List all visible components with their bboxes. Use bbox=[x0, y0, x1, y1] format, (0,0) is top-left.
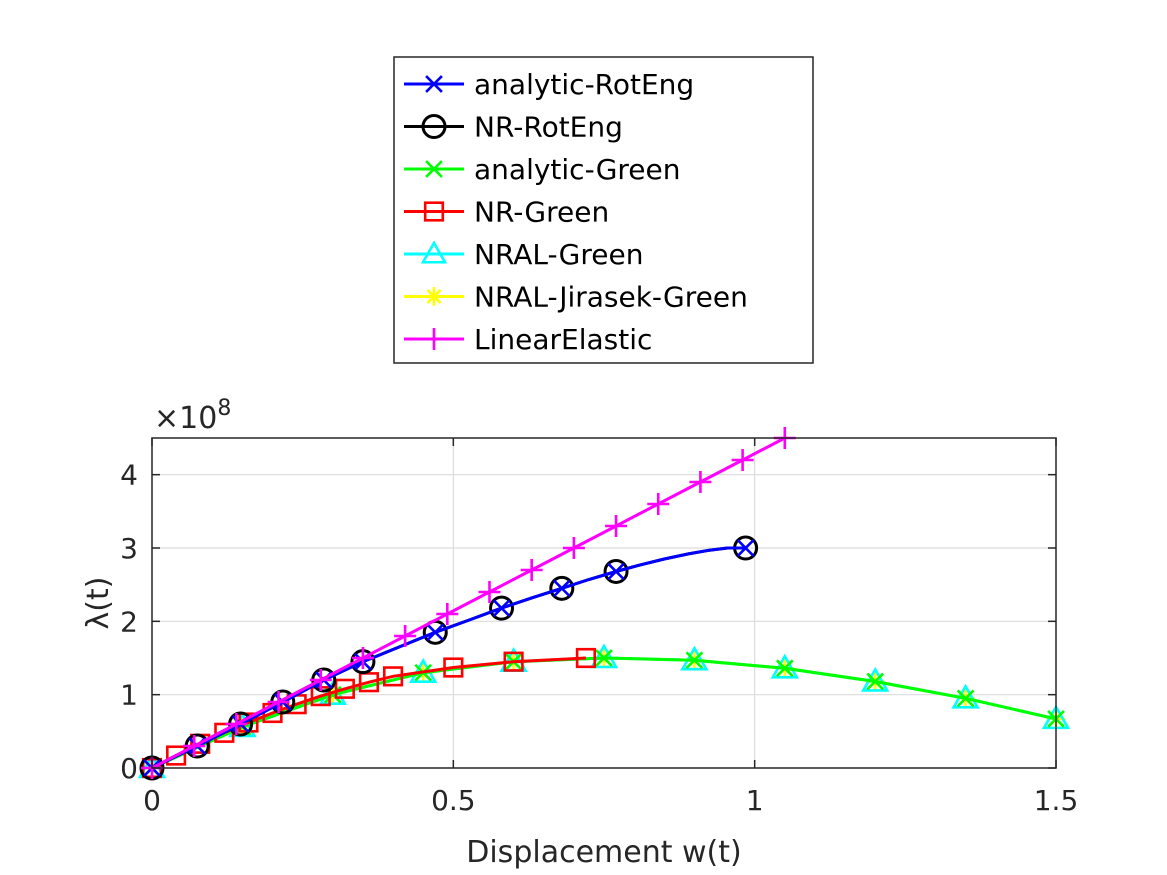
y-exponent: ×108 bbox=[154, 396, 231, 436]
y-exponent-power: 8 bbox=[217, 396, 231, 421]
legend-label: NR-Green bbox=[474, 196, 609, 229]
data-point bbox=[423, 328, 445, 350]
x-tick-label: 1.5 bbox=[1034, 784, 1079, 817]
legend-entry: LinearElastic bbox=[404, 323, 652, 356]
legend-entry: NRAL-Green bbox=[404, 238, 643, 271]
y-tick-label: 4 bbox=[120, 459, 138, 492]
data-point bbox=[225, 713, 248, 735]
x-tick-label: 0 bbox=[143, 784, 161, 817]
y-tick-label: 3 bbox=[120, 532, 138, 565]
svg-text:×108: ×108 bbox=[154, 396, 231, 436]
data-point bbox=[492, 599, 511, 617]
y-tick-label: 0 bbox=[120, 752, 138, 785]
data-point bbox=[425, 160, 443, 178]
x-axis-label: Displacement w(t) bbox=[466, 835, 741, 870]
data-point bbox=[520, 559, 543, 581]
data-point bbox=[603, 558, 629, 584]
data-point bbox=[589, 643, 619, 669]
data-point bbox=[420, 240, 448, 264]
legend-entry: NR-Green bbox=[404, 196, 609, 229]
data-point bbox=[607, 562, 625, 581]
series-LinearElastic bbox=[141, 427, 796, 779]
data-point bbox=[575, 647, 597, 669]
data-point bbox=[309, 669, 332, 691]
series-lines bbox=[137, 427, 1071, 781]
data-point bbox=[503, 651, 524, 672]
legend-entry: analytic-Green bbox=[404, 153, 681, 186]
data-point bbox=[689, 471, 712, 493]
data-point bbox=[166, 745, 187, 766]
legend-label: analytic-Green bbox=[474, 153, 681, 186]
data-point bbox=[423, 201, 445, 222]
data-point bbox=[436, 603, 459, 625]
plot-background bbox=[152, 438, 1056, 768]
series-line bbox=[151, 546, 746, 770]
data-point bbox=[562, 537, 585, 559]
y-axis-label: λ(t) bbox=[81, 577, 116, 630]
legend: analytic-RotEng NR-RotEng analytic-Green NR… bbox=[393, 56, 814, 364]
legend-label: analytic-RotEng bbox=[474, 68, 694, 101]
legend-label: LinearElastic bbox=[474, 323, 652, 356]
data-point bbox=[489, 595, 515, 621]
data-point bbox=[334, 678, 355, 699]
legend-label: NR-RotEng bbox=[474, 111, 623, 144]
data-point bbox=[426, 623, 445, 642]
data-point bbox=[351, 647, 374, 669]
data-point bbox=[775, 659, 794, 678]
legend-entry: NR-RotEng bbox=[404, 111, 623, 144]
data-point bbox=[552, 579, 571, 598]
data-point bbox=[394, 625, 417, 647]
y-exponent-base: ×10 bbox=[154, 401, 217, 436]
data-point bbox=[549, 575, 575, 601]
data-point bbox=[478, 581, 501, 603]
legend-entry: NRAL-Jirasek-Green bbox=[404, 281, 748, 314]
data-point bbox=[605, 515, 628, 537]
y-tick-label: 1 bbox=[120, 679, 138, 712]
data-point bbox=[443, 657, 464, 678]
x-tick-label: 1 bbox=[746, 784, 764, 817]
data-point bbox=[421, 114, 447, 139]
x-tick-label: 0.5 bbox=[431, 784, 476, 817]
data-point bbox=[382, 666, 404, 687]
legend-label: NRAL-Jirasek-Green bbox=[474, 281, 748, 314]
data-point bbox=[358, 672, 380, 693]
data-point bbox=[731, 449, 754, 471]
axis-ticks: 0 0.5 1 1.5 0 1 2 3 4 bbox=[120, 438, 1078, 817]
data-point bbox=[736, 539, 755, 557]
data-point bbox=[183, 735, 206, 757]
data-point bbox=[424, 287, 444, 306]
data-point bbox=[267, 691, 290, 713]
legend-label: NRAL-Green bbox=[474, 238, 643, 271]
y-tick-label: 2 bbox=[120, 605, 138, 638]
series-line bbox=[151, 436, 786, 770]
data-point bbox=[595, 649, 613, 667]
plot-frame bbox=[151, 437, 1057, 769]
data-point bbox=[956, 689, 975, 708]
data-point bbox=[866, 672, 885, 691]
data-point bbox=[425, 75, 443, 93]
data-point bbox=[685, 651, 704, 670]
legend-entry: analytic-RotEng bbox=[404, 68, 694, 101]
data-point bbox=[647, 493, 670, 515]
